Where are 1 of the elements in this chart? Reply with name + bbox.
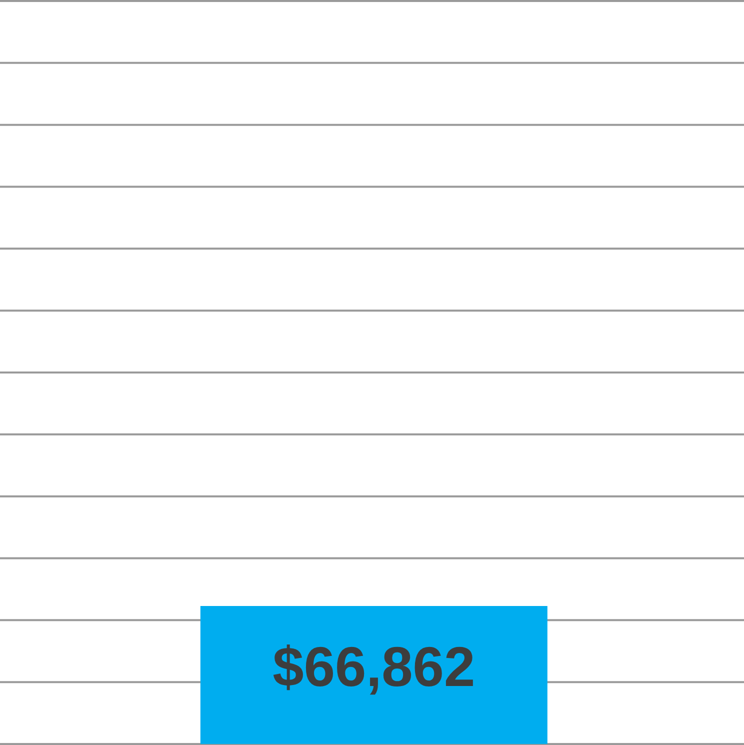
data-label: $66,862 bbox=[272, 635, 476, 698]
